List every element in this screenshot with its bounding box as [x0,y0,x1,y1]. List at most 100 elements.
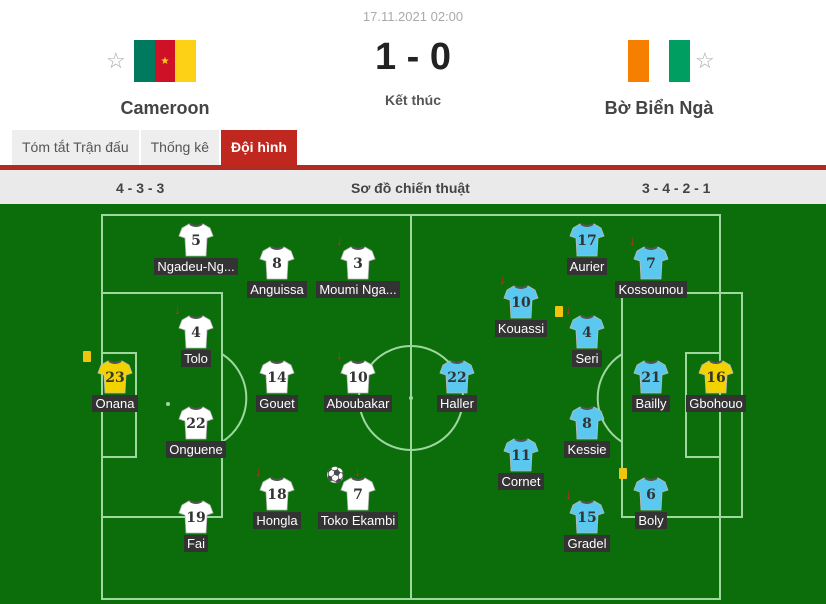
flag-stripe [669,40,691,82]
home-player[interactable]: 5 Ngadeu-Ng... [141,222,251,276]
shirt-icon: 8 [259,245,295,281]
player-name: Gouet [256,395,298,412]
player-number: 14 [267,370,287,386]
shirt-icon: 16 [698,359,734,395]
home-player[interactable]: 3 ↓ Moumi Nga... [303,233,413,299]
shirt-icon: 23 [83,351,133,395]
yellow-card-icon [619,468,627,479]
player-name: Kessie [564,441,610,458]
away-formation: 3 - 4 - 2 - 1 [642,180,711,196]
home-player[interactable]: 19 Fai [141,499,251,553]
away-team-name[interactable]: Bờ Biển Ngà [604,98,714,118]
player-number: 3 [353,256,363,272]
tab-underline [0,165,826,170]
away-player[interactable]: 6 Boly [596,468,706,530]
home-player[interactable]: 22 Onguene [141,405,251,459]
substitution-out-icon: ↓ [174,302,181,317]
player-number: 8 [272,256,282,272]
pitch: 5 Ngadeu-Ng... 8 Anguissa 3 ↓ Moumi Nga.… [0,204,826,604]
shirt-icon: 3 ↓ [336,233,376,281]
player-number: 22 [447,370,467,386]
flag-stripe [134,40,155,82]
tab-lineup[interactable]: Đội hình [220,130,297,165]
player-number: 4 [582,325,592,341]
substitution-out-icon: ↓ [629,233,636,248]
home-player[interactable]: 8 Anguissa [222,245,332,299]
shirt-icon: 15 ↓ [565,487,605,535]
substitution-out-icon: ↓ [336,347,343,362]
player-name: Gradel [564,535,610,552]
tab-stats[interactable]: Thống kê [140,130,219,165]
home-formation: 4 - 3 - 3 [116,180,165,196]
player-name: Boly [635,512,667,529]
away-player[interactable]: 15 ↓ Gradel [532,487,642,553]
substitution-out-icon: ↓ [336,233,343,248]
player-name: Tolo [181,350,211,367]
home-player[interactable]: 18 ↓ Hongla [222,464,332,530]
shirt-icon: 22 [178,405,214,441]
yellow-card-icon [555,306,563,317]
home-player[interactable]: 10 ↓ Aboubakar [303,347,413,413]
away-player[interactable]: 10 ↓ Kouassi [466,272,576,338]
formation-title: Sơ đồ chiến thuật [351,180,470,196]
away-player[interactable]: 21 Bailly [596,359,706,413]
player-name: Seri [572,350,602,367]
favorite-home-star-icon[interactable]: ☆ [106,48,126,73]
home-team-name[interactable]: Cameroon [120,98,210,118]
player-name: Onana [92,395,138,412]
away-player[interactable]: 11 Cornet [466,437,576,491]
player-number: 10 [511,295,531,311]
flag-stripe [628,40,649,82]
away-player[interactable]: 8 Kessie [532,405,642,459]
player-number: 7 [646,256,656,272]
player-name: Hongla [253,512,301,529]
shirt-icon: 4 ↓ [555,302,605,350]
shirt-icon: 11 [503,437,539,473]
player-name: Kossounou [615,281,687,298]
shirt-icon: 10 ↓ [499,272,539,320]
player-name: Cornet [498,473,544,490]
shirt-icon: 22 [439,359,475,395]
player-number: 16 [706,370,726,386]
player-number: 18 [267,487,287,503]
player-number: 10 [348,370,368,386]
shirt-icon: 10 ↓ [336,347,376,395]
home-flag: ★ [134,40,197,82]
shirt-icon: 5 [178,222,214,258]
home-player[interactable]: 14 Gouet [222,359,332,413]
player-number: 11 [511,448,531,464]
away-player[interactable]: 7 ↓ Kossounou [596,233,706,299]
shirt-icon: 21 [633,359,669,395]
tab-summary[interactable]: Tóm tắt Trận đấu [12,130,139,165]
away-flag [628,40,691,82]
player-name: Gbohouo [686,395,746,412]
player-name: Fai [183,535,209,552]
away-player[interactable]: 22 Haller [402,359,512,413]
player-number: 22 [186,416,206,432]
away-player[interactable]: 16 Gbohouo [661,359,771,413]
player-number: 6 [646,487,656,503]
shirt-icon: 8 [569,405,605,441]
player-name: Toko Ekambi [317,512,399,529]
player-number: 8 [582,416,592,432]
player-name: Kouassi [494,320,548,337]
home-player[interactable]: 4 ↓ Tolo [141,302,251,368]
yellow-card-icon [83,351,91,362]
home-player[interactable]: 23 Onana [60,351,170,413]
home-player[interactable]: 7 ↓ ⚽ Toko Ekambi [303,464,413,530]
substitution-out-icon: ↓ [255,464,262,479]
player-number: 4 [191,325,201,341]
player-name: Haller [437,395,477,412]
favorite-away-star-icon[interactable]: ☆ [695,48,715,73]
shirt-icon: 7 ↓ [629,233,669,281]
player-name: Moumi Nga... [316,281,400,298]
away-player[interactable]: 17 Aurier [532,222,642,276]
player-name: Aboubakar [323,395,393,412]
away-player[interactable]: 4 ↓ Seri [532,302,642,368]
shirt-icon: 6 [619,468,669,512]
flag-stripe: ★ [154,40,176,82]
substitution-out-icon: ↓ [565,302,572,317]
shirt-icon: 14 [259,359,295,395]
formation-bar: 4 - 3 - 3 Sơ đồ chiến thuật 3 - 4 - 2 - … [0,170,826,204]
player-name: Anguissa [247,281,307,298]
